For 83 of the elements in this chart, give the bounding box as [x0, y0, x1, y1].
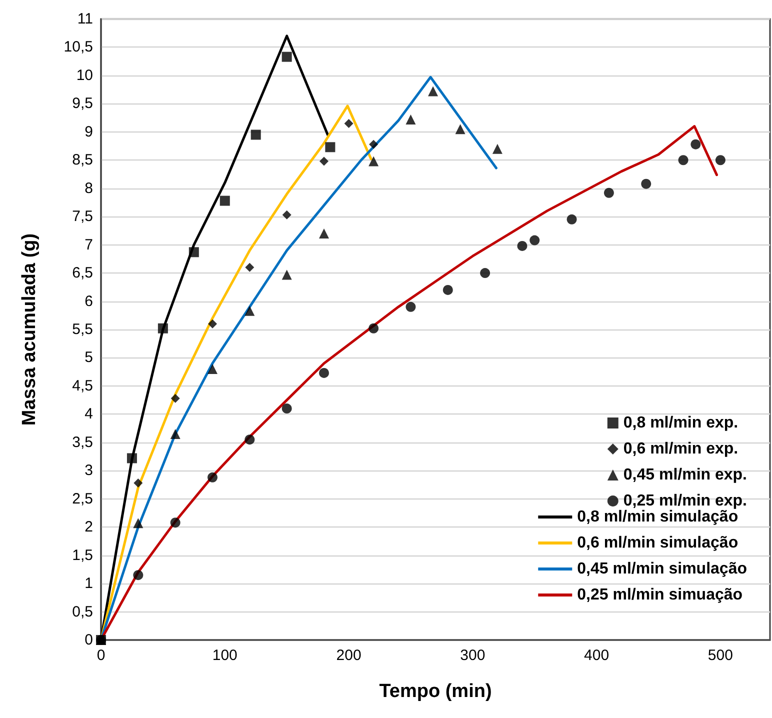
legend-label: 0,8 ml/min simulação	[577, 508, 738, 526]
point	[455, 124, 466, 134]
point	[133, 570, 144, 580]
point	[158, 323, 168, 334]
x-axis-title: Tempo (min)	[379, 681, 492, 702]
y-tick-label: 1,5	[72, 546, 93, 564]
legend-label: 0,45 ml/min exp.	[623, 466, 747, 484]
point	[244, 306, 255, 316]
y-tick-label: 11	[77, 10, 93, 28]
y-tick-label: 10	[76, 66, 93, 84]
x-tick-label: 100	[212, 647, 238, 664]
point	[126, 453, 137, 464]
x-tick-label: 200	[336, 647, 362, 664]
y-tick-label: 4,5	[72, 377, 93, 394]
point	[250, 130, 261, 140]
point	[245, 262, 254, 272]
point	[208, 319, 217, 328]
point	[492, 144, 502, 154]
y-tick-label: 6,5	[72, 264, 93, 282]
point	[690, 139, 701, 150]
legend-label: 0,8 ml/min exp.	[623, 414, 738, 432]
point	[325, 142, 336, 152]
y-tick-label: 8	[84, 180, 93, 197]
y-tick-label: 1	[84, 575, 93, 592]
y-tick-label: 5	[84, 349, 93, 366]
point	[133, 518, 144, 528]
y-tick-label: 0	[84, 632, 93, 648]
y-tick-label: 4	[84, 406, 93, 423]
legend-label: 0,6 ml/min exp.	[623, 440, 738, 458]
y-tick-label: 9,5	[72, 95, 93, 112]
point	[369, 140, 378, 149]
point	[641, 178, 652, 189]
point	[170, 428, 180, 439]
point	[319, 368, 329, 378]
legend-label: 0,25 ml/min simuação	[577, 586, 743, 604]
y-tick-label: 3,5	[72, 434, 93, 451]
point	[517, 240, 528, 251]
y-tick-label: 0,5	[72, 603, 93, 620]
y-axis-title: Massa acumulada (g)	[19, 233, 40, 426]
point	[134, 478, 143, 488]
point	[442, 284, 453, 295]
y-tick-label: 6	[84, 292, 93, 310]
point	[208, 364, 218, 374]
point	[566, 214, 577, 224]
legend-label: 0,45 ml/min simulação	[577, 560, 748, 578]
point	[282, 404, 292, 414]
point	[406, 302, 416, 312]
y-tick-label: 3	[84, 462, 93, 480]
point	[368, 323, 379, 334]
legend-label: 0,6 ml/min simulação	[577, 534, 738, 552]
y-tick-label: 7	[84, 236, 93, 254]
point	[170, 518, 180, 528]
point	[406, 114, 416, 124]
point	[244, 434, 255, 445]
point	[282, 210, 292, 220]
y-tick-label: 7,5	[72, 208, 93, 226]
x-tick-label: 0	[96, 647, 106, 664]
y-tick-label: 2,5	[72, 490, 93, 508]
x-tick-label: 500	[708, 647, 733, 664]
y-tick-label: 9	[84, 123, 93, 140]
point	[428, 86, 438, 96]
legend-label: 0,25 ml/min exp.	[623, 492, 747, 510]
point	[368, 156, 379, 166]
x-tick-label: 400	[584, 647, 610, 664]
point	[220, 196, 230, 206]
y-tick-label: 5,5	[72, 321, 93, 338]
point	[282, 270, 292, 280]
y-tick-label: 2	[84, 518, 93, 536]
point	[604, 188, 614, 198]
point	[344, 118, 354, 128]
point	[715, 155, 726, 166]
point	[188, 247, 199, 258]
x-tick-label: 300	[460, 647, 486, 664]
y-tick-label: 10,5	[64, 38, 93, 56]
point	[480, 268, 490, 278]
point	[530, 235, 540, 246]
point	[282, 52, 292, 62]
point	[320, 156, 328, 166]
point	[170, 394, 180, 403]
point	[319, 228, 329, 239]
point	[678, 155, 688, 166]
y-tick-label: 8,5	[72, 152, 93, 169]
point	[208, 472, 218, 482]
